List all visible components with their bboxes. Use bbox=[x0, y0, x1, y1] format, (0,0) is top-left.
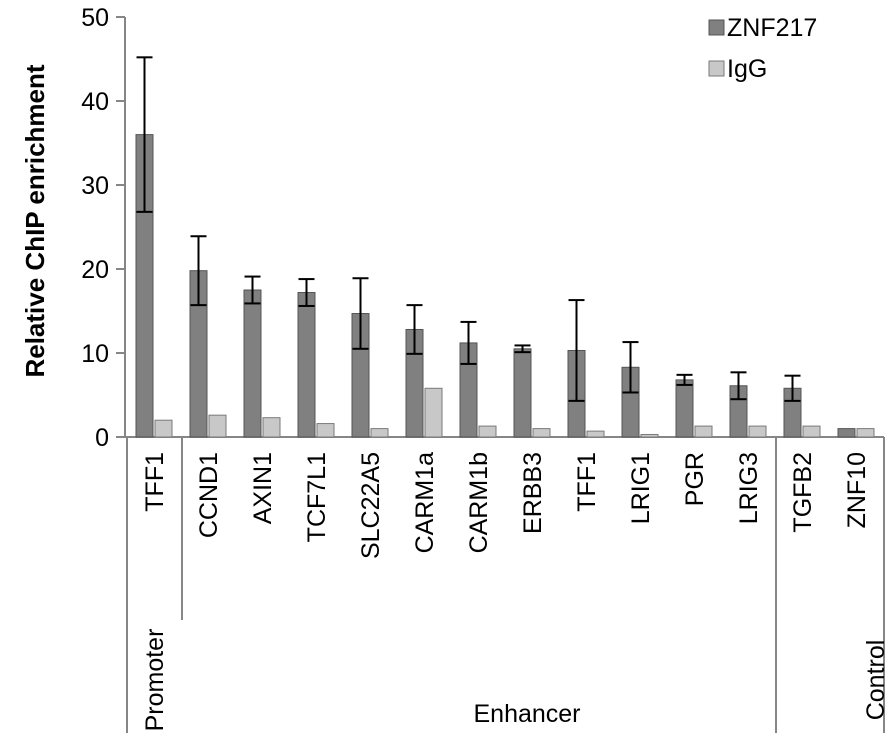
category-label: LRIG1 bbox=[627, 452, 655, 524]
legend: ZNF217 IgG bbox=[708, 14, 817, 83]
category-label: TFF1 bbox=[141, 452, 169, 512]
category-label: ZNF10 bbox=[843, 452, 871, 528]
y-tick-label: 30 bbox=[81, 172, 109, 200]
bar-znf217 bbox=[297, 292, 316, 438]
group-label-promoter: Promoter bbox=[141, 629, 169, 732]
category-label: TFF1 bbox=[573, 452, 601, 512]
group-label-enhancer: Enhancer bbox=[473, 700, 580, 728]
bar-igg bbox=[532, 428, 551, 438]
bar-znf217 bbox=[513, 348, 532, 438]
bar-igg bbox=[370, 428, 389, 438]
category-labels: TFF1 CCND1 AXIN1 TCF7L1 SLC22A5 CARM1a CARM1b E… bbox=[141, 452, 871, 559]
bars bbox=[135, 134, 875, 438]
category-label: PGR bbox=[681, 452, 709, 506]
category-label: LRIG3 bbox=[735, 452, 763, 524]
bar-igg bbox=[586, 430, 605, 438]
bar-igg bbox=[424, 387, 443, 438]
error-bars bbox=[136, 56, 801, 402]
bar-znf217 bbox=[837, 428, 856, 438]
category-label: AXIN1 bbox=[249, 452, 277, 524]
group-label-control: Control bbox=[862, 640, 890, 721]
y-tick-label: 50 bbox=[81, 4, 109, 32]
bar-igg bbox=[748, 425, 767, 438]
category-label: CARM1a bbox=[411, 452, 439, 554]
bar-igg bbox=[262, 417, 281, 438]
category-label: CARM1b bbox=[465, 452, 493, 553]
legend-swatch bbox=[708, 19, 725, 36]
bar-igg bbox=[154, 419, 173, 438]
y-axis-label: Relative ChIP enrichment bbox=[20, 64, 50, 377]
category-label: CCND1 bbox=[195, 452, 223, 538]
bar-igg bbox=[208, 414, 227, 438]
legend-label: IgG bbox=[727, 55, 767, 83]
bar-igg bbox=[856, 428, 875, 438]
category-label: TCF7L1 bbox=[303, 452, 331, 542]
bar-igg bbox=[478, 425, 497, 438]
y-tick-label: 0 bbox=[95, 424, 109, 452]
category-label: ERBB3 bbox=[519, 452, 547, 534]
bar-igg bbox=[316, 423, 335, 438]
bar-znf217 bbox=[675, 379, 694, 438]
y-tick-label: 40 bbox=[81, 88, 109, 116]
bar-igg bbox=[694, 425, 713, 438]
y-tick-label: 10 bbox=[81, 340, 109, 368]
bar-igg bbox=[640, 433, 659, 438]
category-label: SLC22A5 bbox=[357, 452, 385, 559]
group-labels: Promoter Enhancer Control bbox=[126, 437, 890, 733]
legend-swatch bbox=[708, 60, 725, 77]
bar-znf217 bbox=[243, 289, 262, 438]
category-label: TGFB2 bbox=[789, 452, 817, 533]
legend-label: ZNF217 bbox=[727, 14, 817, 42]
bar-igg bbox=[802, 425, 821, 438]
y-tick-label: 20 bbox=[81, 256, 109, 284]
